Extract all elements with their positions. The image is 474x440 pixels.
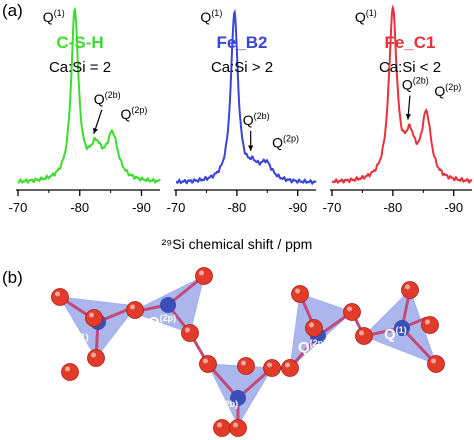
silicate-chain: Q(1) Q(2p) Q(2b) Q(2p) Q(1) [51,267,445,437]
spectrum-subtitle: Ca:Si > 2 [211,59,273,76]
spectrum-subtitle: Ca:Si = 2 [49,59,111,76]
spectrum-fe-c1: -70 -80 -90 Fe_C1 Ca:Si < 2 Q(1) Q(2b) Q(2p) [323,4,473,215]
spectrum-line-csh [17,6,161,185]
site-label: Q(1) [66,332,89,350]
oxygen-highlight [267,362,272,368]
x-tick-label: -90 [444,200,463,215]
peak-label-q2b: Q(2b) [94,90,121,107]
panel-a-label: (a) [2,1,23,20]
oxygen-highlight [405,284,410,290]
oxygen-atom [199,355,217,373]
spectrum-fe-b2: -70 -80 -90 Fe_B2 Ca:Si > 2 Q(1) Q(2b)Q(2p) [167,8,317,215]
x-tick-label: -80 [70,200,89,215]
oxygen-highlight [233,422,238,428]
x-tick-label: -80 [227,200,246,215]
oxygen-atom [229,419,247,437]
oxygen-atom [305,319,323,337]
oxygen-atom [427,355,445,373]
oxygen-atom [237,357,255,375]
tetrahedron [363,289,438,366]
peak-arrow-head [248,145,254,151]
x-tick-label: -70 [323,200,342,215]
shared-xlabel: ²⁹Si chemical shift / ppm [162,236,313,252]
peak-label-q1: Q(1) [43,8,65,25]
oxygen-highlight [55,291,60,297]
oxygen-atom [355,327,373,345]
oxygen-atom [126,301,144,319]
panel-b-label: (b) [2,268,23,287]
peak-arrow-head [405,113,411,120]
peak-label-q1: Q(1) [200,8,222,25]
oxygen-atom [291,285,309,303]
peak-label-q2p: Q(2p) [272,133,299,150]
x-tick-label: -70 [9,200,28,215]
oxygen-atom [421,316,439,334]
oxygen-atom [263,359,281,377]
spectrum-subtitle: Ca:Si < 2 [379,59,441,76]
spectrum-csh: -70 -80 -90 C-S-H Ca:Si = 2 Q(1) Q(2b)Q(2p) [9,6,161,215]
oxygen-highlight [65,366,70,372]
oxygen-highlight [199,270,204,276]
oxygen-highlight [241,360,246,366]
oxygen-atom [281,359,299,377]
x-tick-label: -90 [288,200,307,215]
oxygen-highlight [91,352,96,358]
x-tick-label: -70 [167,200,186,215]
spectrum-title: Fe_C1 [384,33,435,52]
site-label: Q(1) [384,325,407,343]
oxygen-atom [401,281,419,299]
tetrahedron [130,274,205,334]
oxygen-highlight [217,422,222,428]
peak-label-q2p: Q(2p) [434,82,461,99]
oxygen-highlight [285,362,290,368]
oxygen-highlight [309,322,314,328]
oxygen-atom [181,324,199,342]
silicon-atom [230,390,246,406]
oxygen-atom [213,419,231,437]
peak-label-q2b: Q(2b) [402,76,429,93]
oxygen-highlight [425,319,430,325]
site-label: Q(2p) [148,313,176,331]
peak-label-q2p: Q(2p) [120,105,147,122]
site-label: Q(2b) [210,399,238,417]
oxygen-atom [51,288,69,306]
site-label: Q(2p) [298,338,326,356]
oxygen-atom [195,267,213,285]
oxygen-highlight [130,304,135,310]
oxygen-atom [61,363,79,381]
peak-label-q2b: Q(2b) [243,111,270,128]
oxygen-highlight [203,358,208,364]
peak-arrow-head [93,127,98,134]
oxygen-atom [87,349,105,367]
oxygen-atom [343,303,361,321]
oxygen-highlight [431,358,436,364]
oxygen-highlight [347,306,352,312]
x-tick-label: -90 [132,200,151,215]
spectrum-title: Fe_B2 [216,33,267,52]
spectrum-title: C-S-H [56,33,103,52]
x-tick-label: -80 [383,200,402,215]
silicon-atom [394,320,410,336]
peak-label-q1: Q(1) [355,8,377,25]
oxygen-highlight [185,327,190,333]
oxygen-highlight [89,312,94,318]
oxygen-highlight [295,288,300,294]
oxygen-atom [85,309,103,327]
silicon-atom [160,297,176,313]
spectrum-line-fe-c1 [331,4,473,185]
spectrum-line-fe-b2 [175,8,317,186]
oxygen-highlight [359,330,364,336]
